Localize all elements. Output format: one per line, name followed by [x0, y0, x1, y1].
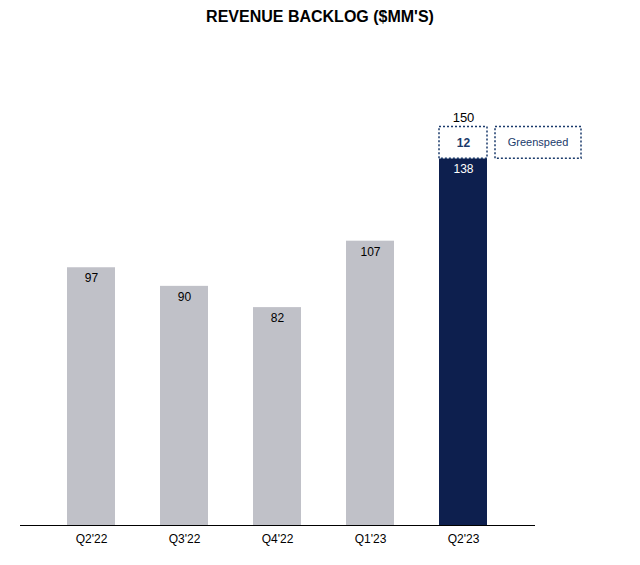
- svg-text:12: 12: [457, 136, 471, 150]
- svg-text:97: 97: [85, 271, 99, 285]
- svg-text:Q4'22: Q4'22: [262, 532, 294, 546]
- svg-text:138: 138: [453, 162, 473, 176]
- svg-text:Greenspeed: Greenspeed: [508, 136, 569, 148]
- svg-text:82: 82: [271, 311, 285, 325]
- svg-text:107: 107: [360, 245, 380, 259]
- svg-text:Q3'22: Q3'22: [169, 532, 201, 546]
- svg-text:150: 150: [453, 110, 475, 125]
- html-text:REVENUE BACKLOG ($MM'S): REVENUE BACKLOG ($MM'S): [206, 8, 434, 25]
- svg-text:90: 90: [178, 290, 192, 304]
- svg-text:Q1'23: Q1'23: [355, 532, 387, 546]
- svg-text:Q2'23: Q2'23: [448, 532, 480, 546]
- svg-text:Q2'22: Q2'22: [76, 532, 108, 546]
